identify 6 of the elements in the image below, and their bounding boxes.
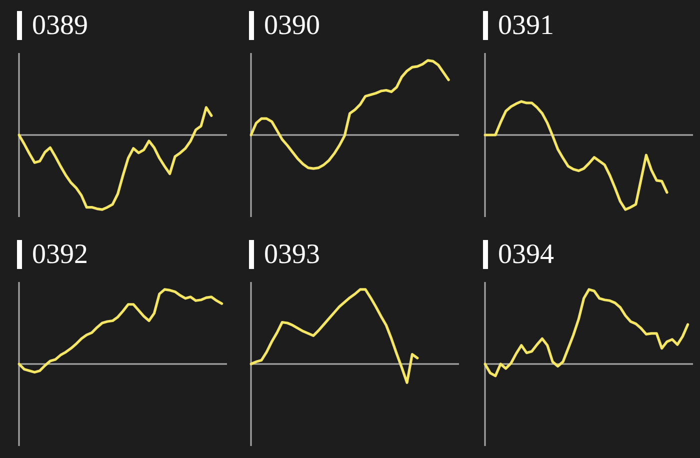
chart-title: 0390 (264, 9, 320, 43)
chart-title: 0391 (498, 9, 554, 43)
chart-title: 0394 (498, 238, 554, 272)
chart-title: 0389 (32, 9, 88, 43)
chart-title: 0392 (32, 238, 88, 272)
chart-title: 0393 (264, 238, 320, 272)
